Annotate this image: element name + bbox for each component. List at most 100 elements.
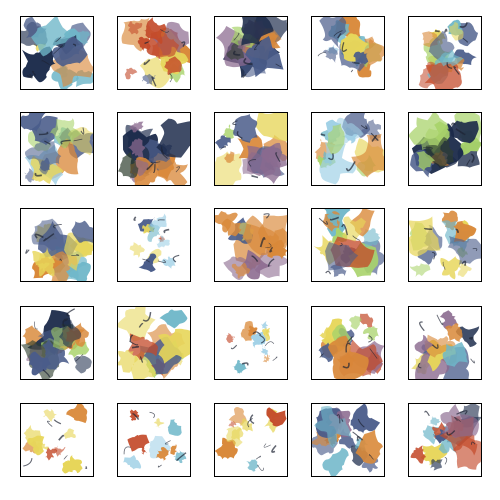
texture-stroke bbox=[256, 456, 261, 459]
blob-shape bbox=[255, 113, 287, 142]
image-tile bbox=[20, 112, 94, 186]
texture-stroke bbox=[124, 447, 131, 454]
image-tile bbox=[20, 306, 94, 380]
texture-stroke bbox=[85, 466, 87, 468]
generated-image bbox=[409, 209, 481, 281]
generated-image bbox=[409, 113, 481, 185]
texture-stroke bbox=[425, 411, 430, 416]
blob-shape bbox=[123, 455, 141, 469]
generated-image bbox=[312, 404, 384, 476]
generated-image bbox=[312, 209, 384, 281]
generated-image bbox=[21, 209, 93, 281]
generated-image bbox=[118, 17, 190, 89]
texture-stroke bbox=[326, 271, 331, 274]
image-tile bbox=[311, 16, 385, 90]
generated-image bbox=[409, 404, 481, 476]
image-tile bbox=[117, 403, 191, 477]
texture-stroke bbox=[173, 255, 179, 262]
texture-stroke bbox=[35, 322, 38, 329]
generated-image bbox=[21, 307, 93, 379]
blob-shape bbox=[319, 327, 331, 340]
blob-shape bbox=[350, 404, 380, 433]
image-tile bbox=[408, 16, 482, 90]
generated-image bbox=[215, 17, 287, 89]
texture-stroke bbox=[445, 457, 447, 464]
blob-shape bbox=[440, 256, 462, 279]
texture-stroke bbox=[59, 436, 64, 441]
image-tile bbox=[117, 16, 191, 90]
texture-stroke bbox=[272, 446, 276, 453]
texture-stroke bbox=[435, 31, 440, 32]
image-tile bbox=[117, 306, 191, 380]
texture-stroke bbox=[420, 322, 425, 331]
image-tile bbox=[311, 208, 385, 282]
blob-shape bbox=[363, 326, 379, 341]
texture-stroke bbox=[132, 347, 138, 348]
texture-stroke bbox=[134, 217, 136, 220]
blob-shape bbox=[232, 360, 247, 375]
blob-shape bbox=[349, 316, 362, 330]
blob-shape bbox=[66, 404, 87, 423]
generated-image bbox=[118, 209, 190, 281]
image-tile bbox=[214, 306, 288, 380]
blob-shape bbox=[226, 333, 235, 343]
blob-shape bbox=[168, 419, 182, 436]
texture-stroke bbox=[353, 432, 360, 439]
generated-image bbox=[118, 307, 190, 379]
image-tile bbox=[311, 403, 385, 477]
texture-stroke bbox=[47, 421, 52, 426]
texture-stroke bbox=[351, 70, 353, 72]
generated-image bbox=[312, 307, 384, 379]
image-tile bbox=[311, 306, 385, 380]
image-tile bbox=[214, 208, 288, 282]
generated-image bbox=[21, 113, 93, 185]
blob-shape bbox=[260, 346, 269, 355]
generated-image bbox=[21, 404, 93, 476]
texture-stroke bbox=[26, 249, 29, 253]
generated-image bbox=[215, 209, 287, 281]
generated-image bbox=[409, 17, 481, 89]
texture-stroke bbox=[252, 176, 258, 178]
texture-stroke bbox=[64, 455, 67, 459]
texture-stroke bbox=[445, 29, 447, 32]
blob-shape bbox=[328, 336, 369, 379]
texture-stroke bbox=[471, 359, 475, 363]
generated-image bbox=[215, 113, 287, 185]
blob-shape bbox=[261, 321, 268, 329]
texture-stroke bbox=[264, 444, 271, 448]
generated-image bbox=[215, 307, 287, 379]
texture-stroke bbox=[231, 345, 236, 349]
image-tile bbox=[214, 112, 288, 186]
image-tile bbox=[408, 112, 482, 186]
blob-shape bbox=[360, 313, 374, 327]
blob-shape bbox=[170, 445, 177, 455]
generated-image bbox=[312, 113, 384, 185]
blob-shape bbox=[410, 263, 431, 277]
image-tile bbox=[20, 403, 94, 477]
image-tile bbox=[311, 112, 385, 186]
generated-image bbox=[215, 404, 287, 476]
blob-shape bbox=[74, 356, 92, 374]
blob-shape bbox=[409, 216, 441, 256]
texture-stroke bbox=[150, 412, 155, 418]
blob-shape bbox=[156, 157, 188, 185]
blob-shape bbox=[429, 416, 441, 426]
texture-stroke bbox=[273, 357, 277, 361]
image-tile bbox=[408, 403, 482, 477]
generated-image bbox=[118, 404, 190, 476]
blob-shape bbox=[128, 435, 150, 452]
image-tile bbox=[214, 16, 288, 90]
blob-shape bbox=[63, 428, 75, 439]
texture-stroke bbox=[23, 458, 32, 466]
image-tile bbox=[408, 306, 482, 380]
image-tile bbox=[408, 208, 482, 282]
generated-image bbox=[312, 17, 384, 89]
texture-stroke bbox=[257, 465, 263, 471]
image-tile bbox=[214, 403, 288, 477]
image-tile bbox=[117, 112, 191, 186]
blob-shape bbox=[130, 242, 145, 258]
blob-shape bbox=[22, 46, 55, 82]
blob-shape bbox=[154, 418, 164, 427]
texture-stroke bbox=[158, 465, 161, 467]
blob-shape bbox=[125, 67, 138, 79]
